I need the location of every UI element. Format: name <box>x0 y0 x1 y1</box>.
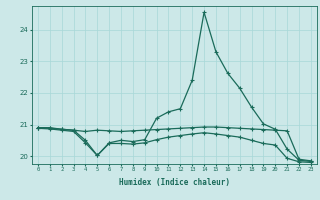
X-axis label: Humidex (Indice chaleur): Humidex (Indice chaleur) <box>119 178 230 187</box>
